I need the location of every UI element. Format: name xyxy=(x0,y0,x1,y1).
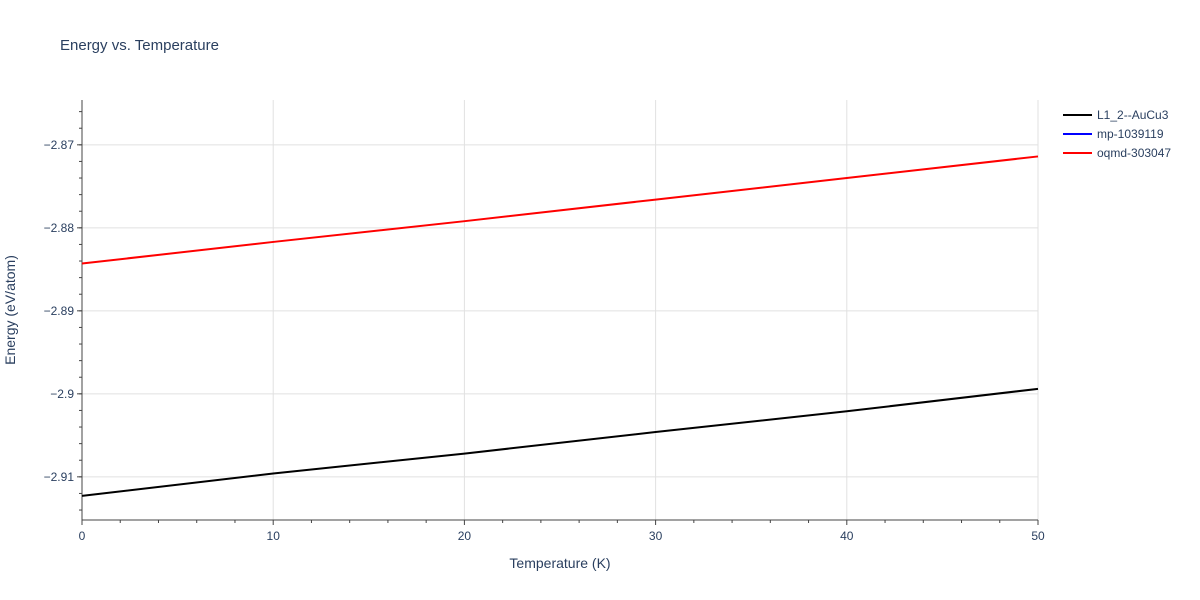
x-tick-label: 40 xyxy=(840,529,854,543)
x-tick-label: 0 xyxy=(79,529,86,543)
legend-label: oqmd-303047 xyxy=(1097,146,1171,160)
legend-item[interactable]: L1_2--AuCu3 xyxy=(1063,108,1169,122)
grid-layer xyxy=(82,100,1039,520)
axis-layer: 0 10 20 30 40 50 −2.91 −2.9 −2.89 −2.88 −2.87 xyxy=(44,100,1045,543)
legend-label: mp-1039119 xyxy=(1097,127,1164,141)
chart-title: Energy vs. Temperature xyxy=(60,37,219,54)
y-tick-label: −2.88 xyxy=(44,221,75,235)
x-tick-label: 10 xyxy=(267,529,281,543)
series-line[interactable] xyxy=(81,387,1039,497)
legend-item[interactable]: oqmd-303047 xyxy=(1063,146,1171,160)
y-tick-label: −2.91 xyxy=(44,470,75,484)
legend-item[interactable]: mp-1039119 xyxy=(1063,127,1164,141)
y-tick-label: −2.9 xyxy=(50,387,74,401)
y-tick-label: −2.87 xyxy=(44,138,75,152)
y-tick-label: −2.89 xyxy=(44,304,75,318)
x-tick-label: 30 xyxy=(649,529,663,543)
legend[interactable]: L1_2--AuCu3 mp-1039119 oqmd-303047 xyxy=(1063,108,1171,160)
x-tick-label: 50 xyxy=(1031,529,1045,543)
x-axis-label: Temperature (K) xyxy=(509,555,610,571)
y-axis-label: Energy (eV/atom) xyxy=(2,255,18,365)
legend-label: L1_2--AuCu3 xyxy=(1097,108,1169,122)
x-tick-label: 20 xyxy=(458,529,472,543)
series-layer xyxy=(81,155,1039,497)
series-line[interactable] xyxy=(81,155,1039,265)
